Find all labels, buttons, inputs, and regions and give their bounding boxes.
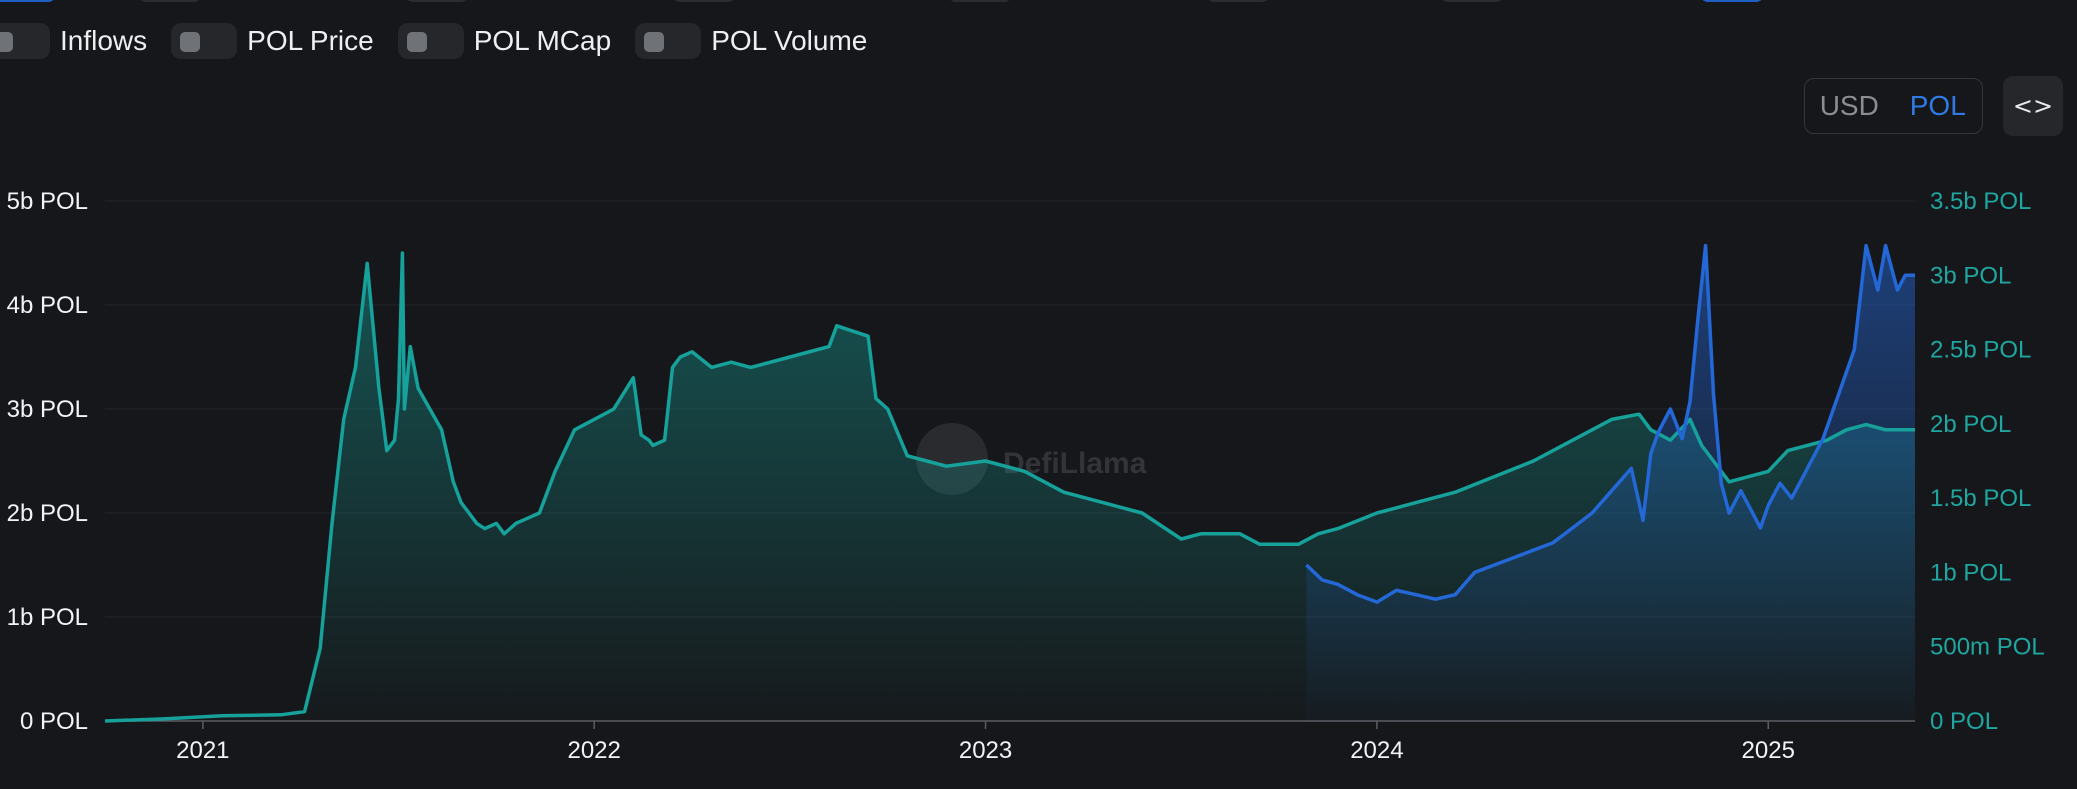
series-lines [104, 243, 1915, 723]
filter-stub[interactable] [0, 0, 56, 2]
toggle-knob [0, 32, 13, 52]
x-tick-label: 2021 [176, 737, 229, 764]
pol-line-line[interactable] [1305, 243, 1915, 604]
left-tick-label: 5b POL [7, 188, 88, 215]
filter-stub[interactable] [1440, 0, 1504, 2]
x-tick-label: 2025 [1742, 737, 1795, 764]
x-tick-label: 2023 [959, 737, 1012, 764]
right-tick-label: 1.5b POL [1930, 485, 2031, 512]
x-tick-label: 2022 [567, 737, 620, 764]
filter-stub[interactable] [948, 0, 1012, 2]
right-tick-label: 2b POL [1930, 411, 2011, 438]
pol-line-area [1306, 245, 1915, 721]
toggle-knob [180, 32, 201, 52]
right-tick-label: 2.5b POL [1930, 337, 2031, 364]
toggle-knob [406, 32, 427, 52]
right-tick-label: 500m POL [1930, 634, 2045, 661]
filter-stub[interactable] [138, 0, 202, 2]
left-tick-label: 2b POL [7, 500, 88, 527]
toggle-switch[interactable] [0, 23, 50, 59]
toggle-label-pol-price: POL Price [247, 25, 374, 56]
filter-stub[interactable] [672, 0, 736, 2]
right-tick-label: 0 POL [1930, 708, 1998, 735]
right-tick-label: 1b POL [1930, 559, 2011, 586]
left-tick-label: 3b POL [7, 396, 88, 423]
code-icon: <> [2012, 92, 2054, 120]
filter-stub[interactable] [405, 0, 469, 2]
toggle-switch[interactable] [635, 23, 702, 59]
toggle-label-inflows: Inflows [60, 25, 148, 56]
filter-stub[interactable] [1700, 0, 1764, 2]
toggle-label-pol-volume: POL Volume [711, 25, 868, 56]
series-areas [105, 245, 1915, 721]
toggle-switch[interactable] [397, 23, 464, 59]
top-filter-strip [0, 0, 2077, 4]
left-tick-label: 1b POL [7, 604, 88, 631]
filter-stub[interactable] [1206, 0, 1270, 2]
embed-button[interactable]: <> [2003, 76, 2063, 136]
toggle-pol-mcap[interactable]: POL MCap [397, 23, 612, 59]
toggle-pol-volume[interactable]: POL Volume [635, 23, 867, 59]
left-tick-label: 0 POL [20, 708, 88, 735]
toggle-label-pol-mcap: POL MCap [473, 25, 612, 56]
tvl-line[interactable] [104, 251, 1915, 723]
toggle-pol-price[interactable]: POL Price [171, 23, 374, 59]
currency-switcher: USD POL [1804, 78, 1983, 134]
right-tick-label: 3b POL [1930, 262, 2011, 289]
toggle-knob [644, 32, 665, 52]
toggle-switch[interactable] [171, 23, 238, 59]
x-axis-ticks: 2021 2022 2023 2024 2025 [176, 721, 1795, 764]
x-tick-label: 2024 [1350, 737, 1403, 764]
right-tick-label: 3.5b POL [1930, 188, 2031, 215]
currency-usd-button[interactable]: USD [1819, 90, 1879, 121]
left-axis-ticks: 0 POL 1b POL 2b POL 3b POL 4b POL 5b POL [7, 188, 88, 735]
metric-toggles: Inflows POL Price POL MCap POL Volume [0, 22, 891, 60]
toggle-inflows[interactable]: Inflows [0, 23, 147, 59]
currency-pol-button[interactable]: POL [1909, 90, 1966, 121]
left-tick-label: 4b POL [7, 292, 88, 319]
right-axis-ticks: 0 POL 500m POL 1b POL 1.5b POL 2b POL 2.5b PO… [1930, 188, 2045, 735]
